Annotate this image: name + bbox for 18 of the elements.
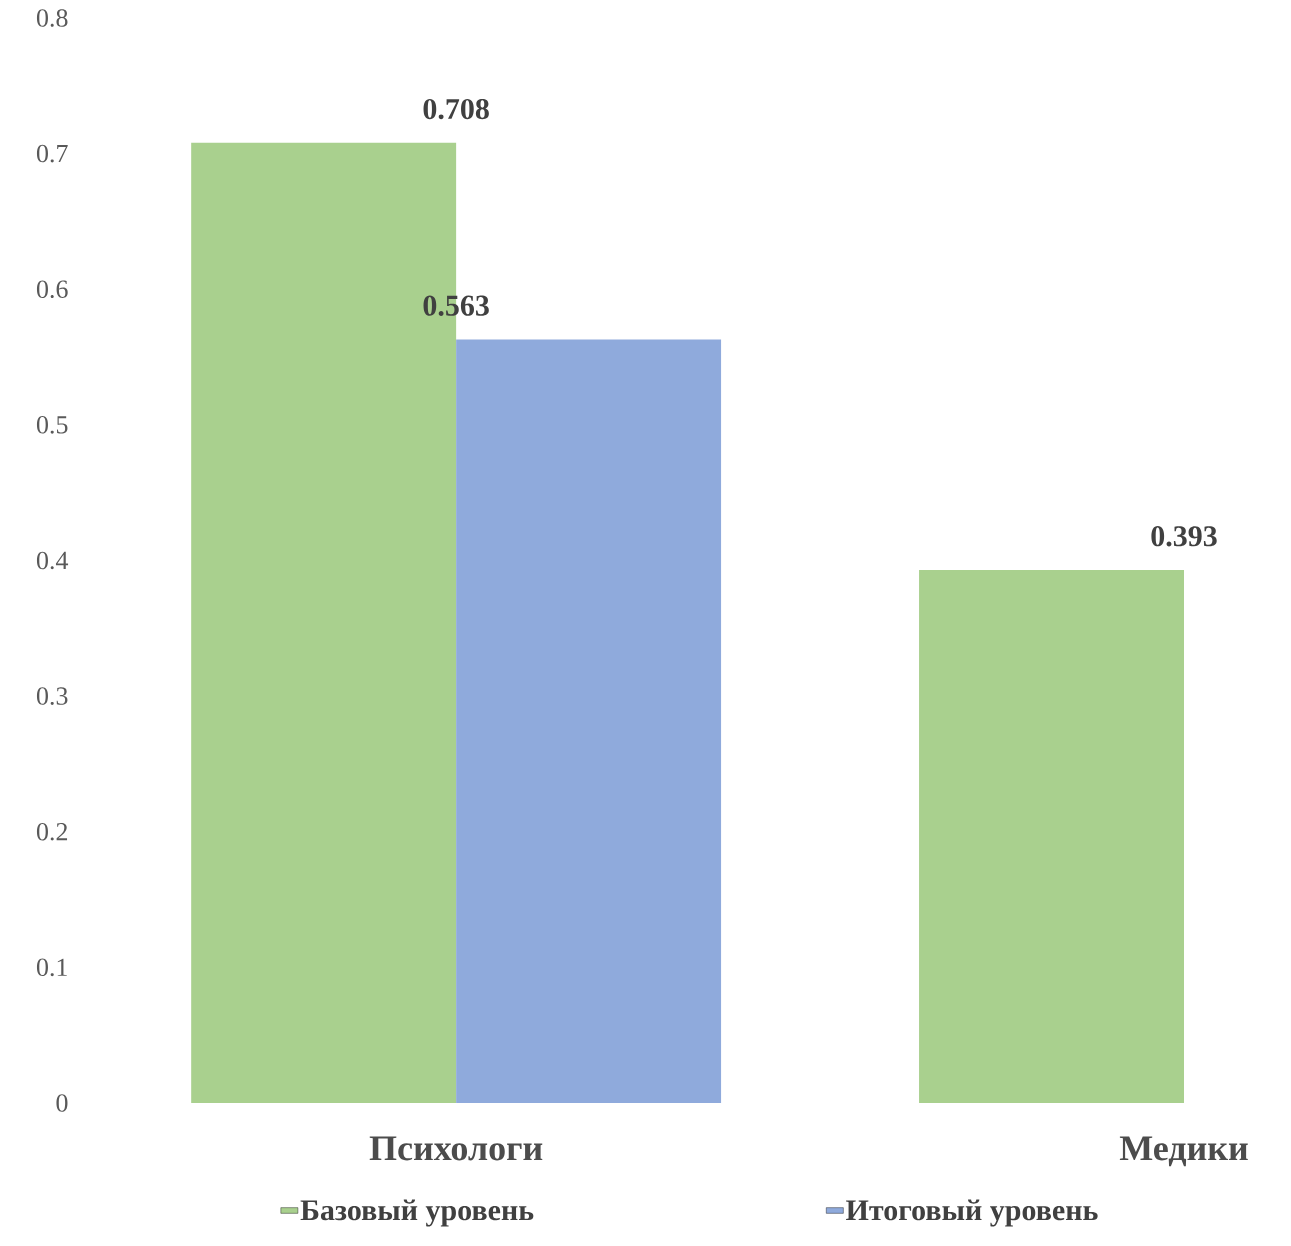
y-tick-label: 0.4 [36, 551, 69, 570]
data-label: 0.708 [423, 98, 489, 120]
data-label: 0.563 [423, 295, 489, 316]
y-tick-label: 0.8 [36, 9, 68, 27]
y-tick-label: 0.2 [36, 822, 68, 841]
y-tick-label: 0.7 [36, 144, 68, 163]
bar [919, 570, 1184, 1103]
x-tick-label: Медики [1119, 1136, 1248, 1167]
y-tick-label: 0.6 [36, 280, 68, 299]
x-tick-label: Психологи [369, 1136, 543, 1161]
data-label: 0.393 [1151, 526, 1217, 547]
bar [456, 339, 722, 1103]
legend-label: Базовый уровень [300, 1199, 534, 1227]
legend-label: Итоговый уровень [846, 1199, 1098, 1227]
y-tick-label: 0 [56, 1094, 68, 1112]
y-tick-label: 0.1 [36, 958, 67, 977]
y-tick-label: 0.5 [36, 416, 68, 434]
y-tick-label: 0.3 [36, 687, 68, 705]
